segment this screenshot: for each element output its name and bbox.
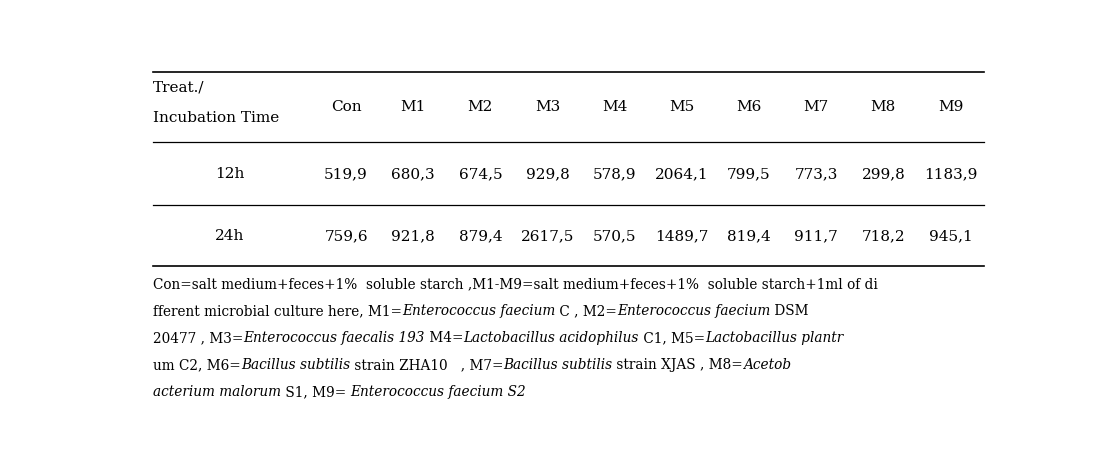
Text: 819,4: 819,4 [727,229,771,243]
Text: Acetob: Acetob [743,358,792,372]
Text: 578,9: 578,9 [593,167,636,181]
Text: Lactobacillus plantr: Lactobacillus plantr [705,331,843,345]
Text: 921,8: 921,8 [391,229,435,243]
Text: 773,3: 773,3 [795,167,838,181]
Text: Enterococcus faecium S2: Enterococcus faecium S2 [350,385,526,399]
Text: Enterococcus faecium: Enterococcus faecium [402,304,555,318]
Text: Lactobacillus acidophilus: Lactobacillus acidophilus [464,331,639,345]
Text: DSM: DSM [771,304,809,318]
Text: 945,1: 945,1 [928,229,972,243]
Text: 12h: 12h [215,167,244,181]
Text: 1489,7: 1489,7 [655,229,709,243]
Text: Enterococcus faecalis 193: Enterococcus faecalis 193 [243,331,425,345]
Text: 24h: 24h [215,229,244,243]
Text: acterium malorum: acterium malorum [153,385,281,399]
Text: M6: M6 [737,100,762,114]
Text: M8: M8 [871,100,896,114]
Text: Treat./: Treat./ [153,80,205,94]
Text: strain XJAS , M8=: strain XJAS , M8= [612,358,743,372]
Text: M7: M7 [804,100,829,114]
Text: 680,3: 680,3 [392,167,435,181]
Text: Enterococcus faecium: Enterococcus faecium [617,304,771,318]
Text: 519,9: 519,9 [325,167,368,181]
Text: M9: M9 [938,100,963,114]
Text: 2064,1: 2064,1 [655,167,709,181]
Text: C1, M5=: C1, M5= [639,331,705,345]
Text: 718,2: 718,2 [861,229,905,243]
Text: 20477 , M3=: 20477 , M3= [153,331,243,345]
Text: strain ZHA10   , M7=: strain ZHA10 , M7= [350,358,503,372]
Text: Incubation Time: Incubation Time [153,111,280,125]
Text: M1: M1 [401,100,426,114]
Text: 799,5: 799,5 [728,167,771,181]
Text: 1183,9: 1183,9 [924,167,978,181]
Text: 674,5: 674,5 [459,167,502,181]
Text: um C2, M6=: um C2, M6= [153,358,241,372]
Text: M3: M3 [535,100,560,114]
Text: M4=: M4= [425,331,464,345]
Text: M2: M2 [468,100,493,114]
Text: Bacillus subtilis: Bacillus subtilis [241,358,350,372]
Text: Con=salt medium+feces+1%  soluble starch ,M1-M9=salt medium+feces+1%  soluble st: Con=salt medium+feces+1% soluble starch … [153,277,877,291]
Text: fferent microbial culture here, M1=: fferent microbial culture here, M1= [153,304,402,318]
Text: 570,5: 570,5 [593,229,636,243]
Text: Con: Con [330,100,361,114]
Text: 2617,5: 2617,5 [521,229,575,243]
Text: S1, M9=: S1, M9= [281,385,350,399]
Text: 911,7: 911,7 [794,229,838,243]
Text: 929,8: 929,8 [525,167,569,181]
Text: M5: M5 [669,100,695,114]
Text: 299,8: 299,8 [861,167,905,181]
Text: C , M2=: C , M2= [555,304,617,318]
Text: 759,6: 759,6 [325,229,368,243]
Text: 879,4: 879,4 [459,229,502,243]
Text: M4: M4 [602,100,628,114]
Text: Bacillus subtilis: Bacillus subtilis [503,358,612,372]
